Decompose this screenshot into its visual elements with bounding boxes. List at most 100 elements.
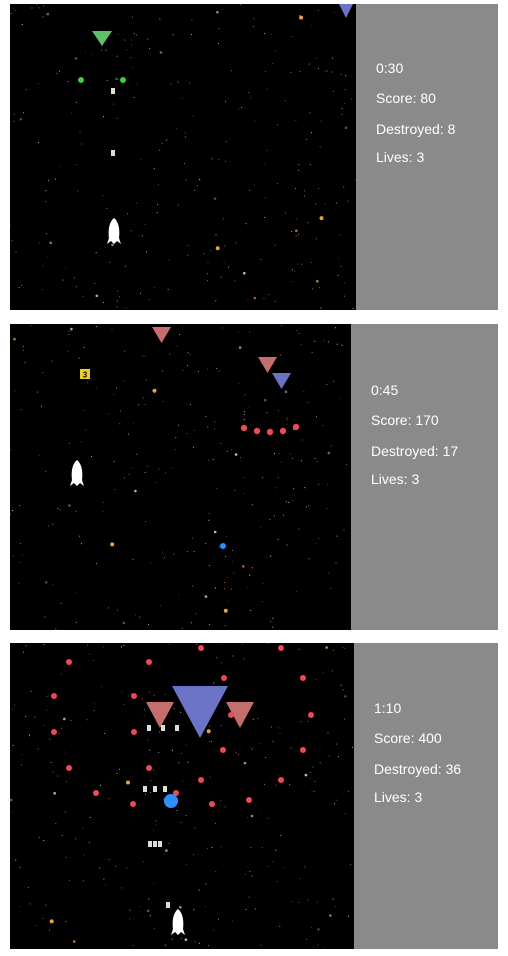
- star: [86, 719, 87, 720]
- star: [25, 716, 26, 717]
- star: [145, 794, 146, 795]
- star: [209, 624, 210, 625]
- star: [316, 280, 319, 283]
- star: [140, 159, 141, 160]
- star: [94, 710, 95, 711]
- star: [292, 36, 293, 37]
- red-triangle-enemy-icon: [152, 327, 171, 343]
- green-triangle-enemy-icon: [92, 31, 112, 46]
- star: [344, 283, 345, 284]
- star: [233, 572, 234, 573]
- game-canvas[interactable]: [10, 4, 356, 310]
- star: [329, 756, 330, 757]
- time-display: 0:45: [371, 382, 398, 398]
- star: [140, 293, 141, 294]
- star: [216, 368, 217, 369]
- star: [308, 222, 309, 223]
- star: [341, 345, 342, 346]
- star: [275, 51, 276, 52]
- star: [60, 166, 61, 167]
- star: [81, 543, 82, 544]
- star: [332, 58, 333, 59]
- star: [325, 71, 326, 72]
- star: [286, 544, 287, 545]
- blue-triangle-enemy-icon: [272, 373, 291, 389]
- star: [83, 880, 84, 881]
- star: [299, 71, 300, 72]
- star: [57, 508, 58, 509]
- star: [215, 805, 216, 806]
- star: [23, 346, 24, 347]
- star: [336, 800, 337, 801]
- star: [13, 121, 14, 122]
- star: [129, 918, 130, 919]
- star: [215, 823, 216, 824]
- star: [309, 113, 310, 114]
- time-display: 0:30: [376, 60, 403, 76]
- star: [178, 81, 179, 82]
- star: [317, 928, 320, 931]
- star: [124, 351, 125, 352]
- star: [133, 97, 134, 98]
- player-laser-group: [143, 725, 179, 908]
- star: [185, 132, 186, 133]
- star: [45, 581, 48, 584]
- star: [176, 128, 177, 129]
- star: [317, 945, 318, 946]
- star: [285, 212, 286, 213]
- star: [345, 813, 346, 814]
- star: [147, 910, 150, 913]
- star: [301, 264, 302, 265]
- star: [268, 866, 269, 867]
- star: [258, 813, 259, 814]
- game-canvas[interactable]: 3: [10, 324, 351, 630]
- enemy-bullet-pattern: [51, 645, 314, 807]
- star: [283, 515, 284, 516]
- star: [11, 13, 12, 14]
- star: [133, 423, 134, 424]
- star: [149, 692, 150, 693]
- star: [182, 370, 183, 371]
- star: [345, 89, 346, 90]
- star: [254, 297, 257, 300]
- star: [96, 326, 97, 327]
- star: [93, 660, 94, 661]
- star: [265, 757, 266, 758]
- star: [111, 329, 112, 330]
- star: [119, 296, 120, 297]
- star: [318, 538, 319, 539]
- star: [173, 554, 174, 555]
- star: [316, 543, 317, 544]
- star: [127, 213, 128, 214]
- star: [220, 443, 221, 444]
- star: [142, 235, 143, 236]
- star: [153, 770, 154, 771]
- star: [351, 99, 352, 100]
- star: [246, 587, 247, 588]
- star: [205, 906, 206, 907]
- star: [205, 416, 206, 417]
- star: [243, 272, 246, 275]
- star: [224, 246, 225, 247]
- red-triangle-enemy-icon: [146, 702, 174, 728]
- star: [245, 874, 246, 875]
- star: [221, 277, 222, 278]
- star: [49, 242, 52, 245]
- star: [165, 694, 166, 695]
- star: [323, 340, 324, 341]
- star: [143, 398, 144, 399]
- star: [277, 183, 278, 184]
- star: [228, 267, 229, 268]
- game-canvas[interactable]: [10, 643, 354, 949]
- star: [271, 726, 272, 727]
- star: [278, 453, 279, 454]
- star: [209, 513, 210, 514]
- star: [252, 567, 253, 568]
- star: [317, 901, 318, 902]
- star: [215, 871, 216, 872]
- star: [350, 864, 351, 865]
- time-display: 1:10: [374, 700, 401, 716]
- star: [312, 288, 313, 289]
- star: [185, 815, 186, 816]
- starfield-scene: [10, 4, 356, 310]
